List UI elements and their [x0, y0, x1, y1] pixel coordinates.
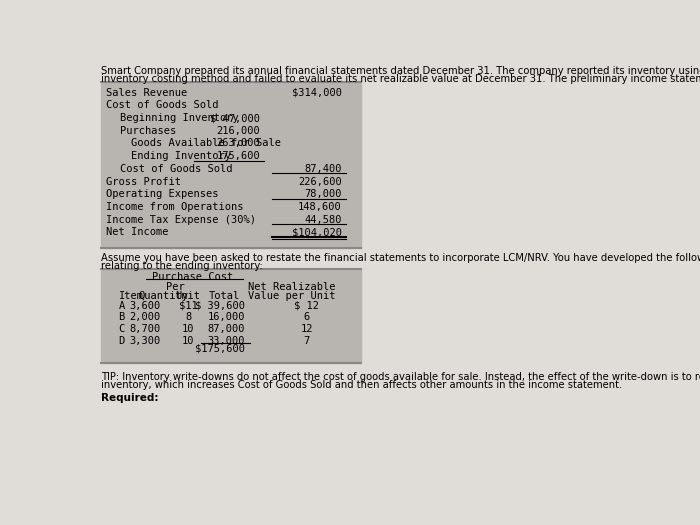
Text: $175,600: $175,600 [195, 343, 245, 353]
Text: Unit: Unit [176, 291, 201, 301]
Text: 216,000: 216,000 [216, 126, 260, 136]
Text: Purchases: Purchases [120, 126, 176, 136]
Text: C: C [118, 324, 125, 334]
Text: 12: 12 [300, 324, 313, 334]
Text: Assume you have been asked to restate the financial statements to incorporate LC: Assume you have been asked to restate th… [102, 253, 700, 263]
Text: Per: Per [166, 282, 184, 292]
Text: Sales Revenue: Sales Revenue [106, 88, 188, 98]
Text: $ 47,000: $ 47,000 [210, 113, 260, 123]
Text: A: A [118, 301, 125, 311]
Bar [102, 82, 361, 248]
Bar [102, 269, 361, 363]
Text: 8: 8 [185, 312, 191, 322]
Text: Required:: Required: [102, 393, 159, 403]
Text: B: B [118, 312, 125, 322]
Text: Operating Expenses: Operating Expenses [106, 190, 218, 200]
Text: inventory costing method and failed to evaluate its net realizable value at Dece: inventory costing method and failed to e… [102, 74, 700, 84]
Text: Income from Operations: Income from Operations [106, 202, 244, 212]
Text: 3,600: 3,600 [129, 301, 160, 311]
Text: Income Tax Expense (30%): Income Tax Expense (30%) [106, 215, 256, 225]
Text: $11: $11 [179, 301, 197, 311]
Text: 44,580: 44,580 [304, 215, 342, 225]
Text: 226,600: 226,600 [298, 176, 342, 186]
Text: 8,700: 8,700 [129, 324, 160, 334]
Text: 87,400: 87,400 [304, 164, 342, 174]
Text: Cost of Goods Sold: Cost of Goods Sold [120, 164, 232, 174]
Text: 175,600: 175,600 [216, 151, 260, 161]
Text: 2,000: 2,000 [129, 312, 160, 322]
Text: Smart Company prepared its annual financial statements dated December 31. The co: Smart Company prepared its annual financ… [102, 66, 700, 76]
Text: Net Realizable: Net Realizable [248, 282, 335, 292]
Text: 78,000: 78,000 [304, 190, 342, 200]
Text: Goods Available for Sale: Goods Available for Sale [131, 139, 281, 149]
Text: Value per Unit: Value per Unit [248, 291, 335, 301]
Text: Quantity: Quantity [139, 291, 189, 301]
Text: 3,300: 3,300 [129, 335, 160, 345]
Text: Cost of Goods Sold: Cost of Goods Sold [106, 100, 218, 110]
Text: Beginning Inventory: Beginning Inventory [120, 113, 239, 123]
Text: $104,020: $104,020 [292, 227, 342, 237]
Text: 10: 10 [182, 324, 195, 334]
Text: Total: Total [209, 291, 239, 301]
Text: 148,600: 148,600 [298, 202, 342, 212]
Text: Purchase Cost: Purchase Cost [153, 272, 234, 282]
Text: 33,000: 33,000 [207, 335, 245, 345]
Text: 87,000: 87,000 [207, 324, 245, 334]
Text: TIP: Inventory write-downs do not affect the cost of goods available for sale. I: TIP: Inventory write-downs do not affect… [102, 372, 700, 382]
Text: relating to the ending inventory:: relating to the ending inventory: [102, 261, 263, 271]
Text: 7: 7 [304, 335, 310, 345]
Text: 6: 6 [304, 312, 310, 322]
Text: 10: 10 [182, 335, 195, 345]
Text: Net Income: Net Income [106, 227, 169, 237]
Text: Gross Profit: Gross Profit [106, 176, 181, 186]
Text: $ 12: $ 12 [294, 301, 319, 311]
Text: D: D [118, 335, 125, 345]
Text: $314,000: $314,000 [292, 88, 342, 98]
Text: Ending Inventory: Ending Inventory [131, 151, 231, 161]
Text: 263,000: 263,000 [216, 139, 260, 149]
Text: 16,000: 16,000 [207, 312, 245, 322]
Text: Item: Item [118, 291, 144, 301]
Text: inventory, which increases Cost of Goods Sold and then affects other amounts in : inventory, which increases Cost of Goods… [102, 380, 623, 390]
Text: $ 39,600: $ 39,600 [195, 301, 245, 311]
